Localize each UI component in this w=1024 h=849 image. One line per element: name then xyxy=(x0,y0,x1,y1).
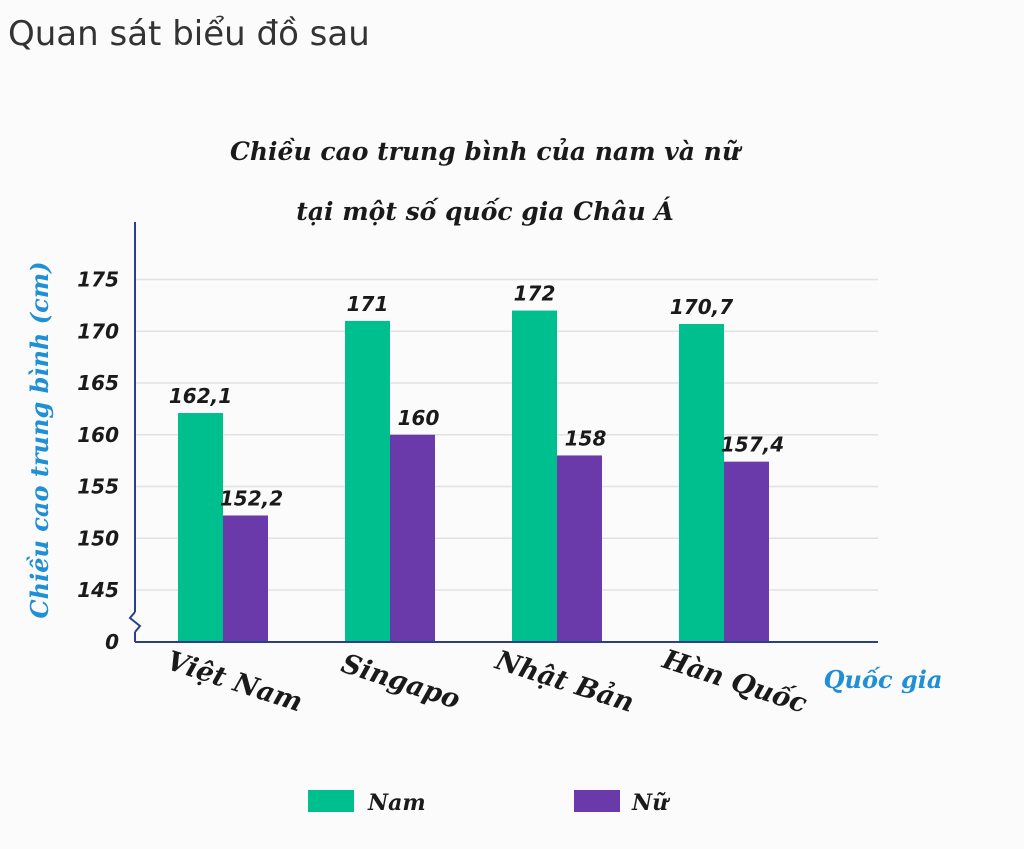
y-tick-label: 175 xyxy=(77,268,119,292)
data-label: 160 xyxy=(398,406,440,430)
category-label: Hàn Quốc xyxy=(658,643,811,720)
bar-nu xyxy=(390,434,435,642)
legend: Nam Nữ xyxy=(308,790,670,816)
data-label: 170,7 xyxy=(670,295,733,319)
y-tick-label: 150 xyxy=(77,526,119,550)
bar-nam xyxy=(178,413,223,642)
y-tick-label: 160 xyxy=(77,423,119,447)
legend-swatch-nam xyxy=(308,790,354,812)
data-label: 171 xyxy=(347,292,389,316)
data-label: 162,1 xyxy=(169,384,232,408)
y-tick-label: 0 xyxy=(105,630,119,654)
bar-nu xyxy=(557,455,602,642)
bar-nam xyxy=(345,320,390,642)
category-label: Việt Nam xyxy=(163,645,306,718)
axes xyxy=(128,222,878,643)
x-axis-label: Quốc gia xyxy=(824,665,943,694)
legend-label-nam: Nam xyxy=(367,790,426,816)
y-tick-label: 145 xyxy=(77,578,119,602)
data-label: 158 xyxy=(565,426,607,450)
bar-nu xyxy=(724,461,769,642)
bar-nam xyxy=(679,324,724,642)
y-tick-label: 165 xyxy=(77,371,119,395)
bar-nu xyxy=(223,515,268,642)
category-label: Singapo xyxy=(338,648,464,715)
bars xyxy=(178,310,769,642)
chart-text: 0 145 150 155 160 165 170 175 162,1 152,2 171 160 17… xyxy=(25,137,942,720)
y-axis-label: Chiều cao trung bình (cm) xyxy=(25,262,54,619)
chart-title-line-1: Chiều cao trung bình của nam và nữ xyxy=(230,137,743,166)
category-label: Nhật Bản xyxy=(491,644,638,719)
prompt-text: Quan sát biểu đồ sau xyxy=(8,14,370,54)
axis-break xyxy=(128,611,142,633)
legend-swatch-nu xyxy=(574,790,620,812)
legend-label-nu: Nữ xyxy=(631,790,670,816)
y-tick-label: 170 xyxy=(77,319,119,343)
data-label: 172 xyxy=(514,282,556,306)
bar-nam xyxy=(512,310,557,642)
chart-title-line-2: tại một số quốc gia Châu Á xyxy=(296,197,673,226)
data-label: 157,4 xyxy=(721,433,784,457)
data-label: 152,2 xyxy=(220,486,283,510)
y-tick-label: 155 xyxy=(77,475,119,499)
